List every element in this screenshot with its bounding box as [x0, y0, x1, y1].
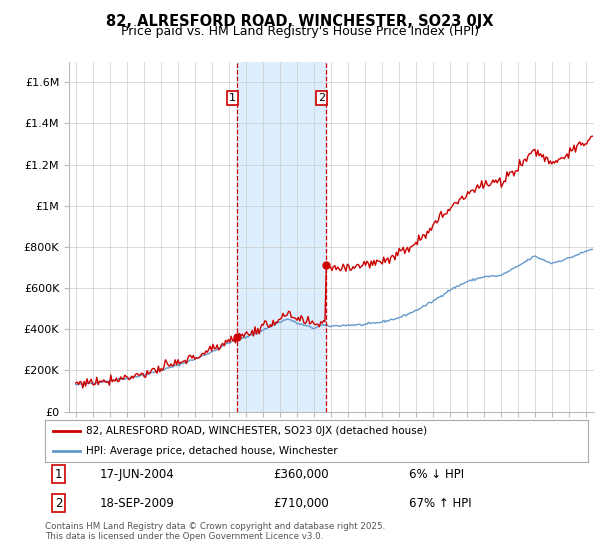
Text: 82, ALRESFORD ROAD, WINCHESTER, SO23 0JX: 82, ALRESFORD ROAD, WINCHESTER, SO23 0JX	[106, 14, 494, 29]
Text: 1: 1	[229, 93, 236, 103]
Text: 2: 2	[318, 93, 325, 103]
Text: 67% ↑ HPI: 67% ↑ HPI	[409, 497, 472, 510]
Text: Price paid vs. HM Land Registry's House Price Index (HPI): Price paid vs. HM Land Registry's House …	[121, 25, 479, 38]
Text: 18-SEP-2009: 18-SEP-2009	[100, 497, 174, 510]
Text: £360,000: £360,000	[273, 468, 329, 480]
Text: 2: 2	[55, 497, 62, 510]
Text: 17-JUN-2004: 17-JUN-2004	[100, 468, 174, 480]
Text: HPI: Average price, detached house, Winchester: HPI: Average price, detached house, Winc…	[86, 446, 337, 456]
Bar	[236, 62, 326, 412]
Text: 1: 1	[55, 468, 62, 480]
Text: Contains HM Land Registry data © Crown copyright and database right 2025.
This d: Contains HM Land Registry data © Crown c…	[45, 522, 385, 542]
Text: £710,000: £710,000	[273, 497, 329, 510]
Text: 82, ALRESFORD ROAD, WINCHESTER, SO23 0JX (detached house): 82, ALRESFORD ROAD, WINCHESTER, SO23 0JX…	[86, 426, 427, 436]
Text: 6% ↓ HPI: 6% ↓ HPI	[409, 468, 464, 480]
